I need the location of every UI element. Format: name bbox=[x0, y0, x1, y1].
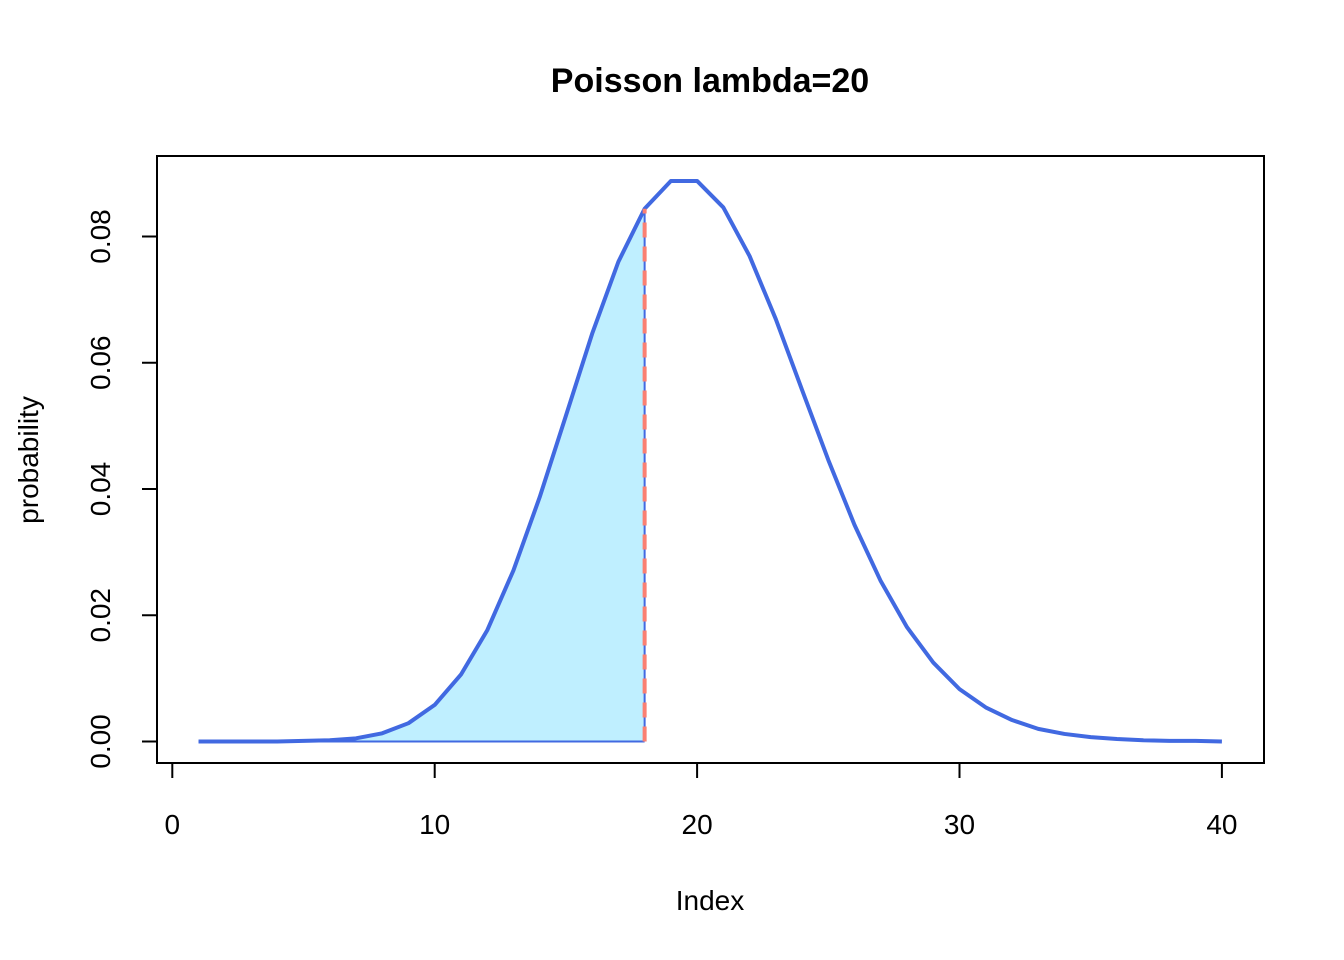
y-tick-label: 0.02 bbox=[85, 588, 116, 643]
x-tick-label: 0 bbox=[165, 809, 181, 840]
chart-title: Poisson lambda=20 bbox=[551, 62, 869, 100]
series-line bbox=[198, 178, 1222, 744]
y-tick-label: 0.04 bbox=[85, 462, 116, 517]
plot-frame bbox=[156, 155, 1265, 764]
shaded-area bbox=[198, 208, 645, 742]
x-tick-label: 20 bbox=[682, 809, 713, 840]
x-tick-label: 10 bbox=[419, 809, 450, 840]
y-tick-label: 0.08 bbox=[85, 209, 116, 264]
y-tick-label: 0.06 bbox=[85, 336, 116, 391]
x-tick-label: 40 bbox=[1206, 809, 1237, 840]
y-axis: 0.00 0.02 0.04 0.06 0.08 bbox=[85, 209, 158, 769]
x-tick-label: 30 bbox=[944, 809, 975, 840]
y-tick-label: 0.00 bbox=[85, 714, 116, 769]
plot-area bbox=[198, 178, 1222, 744]
y-axis-label: probability bbox=[13, 396, 44, 524]
x-axis-label: Index bbox=[676, 885, 745, 916]
x-axis: 0 10 20 30 40 bbox=[165, 762, 1237, 840]
